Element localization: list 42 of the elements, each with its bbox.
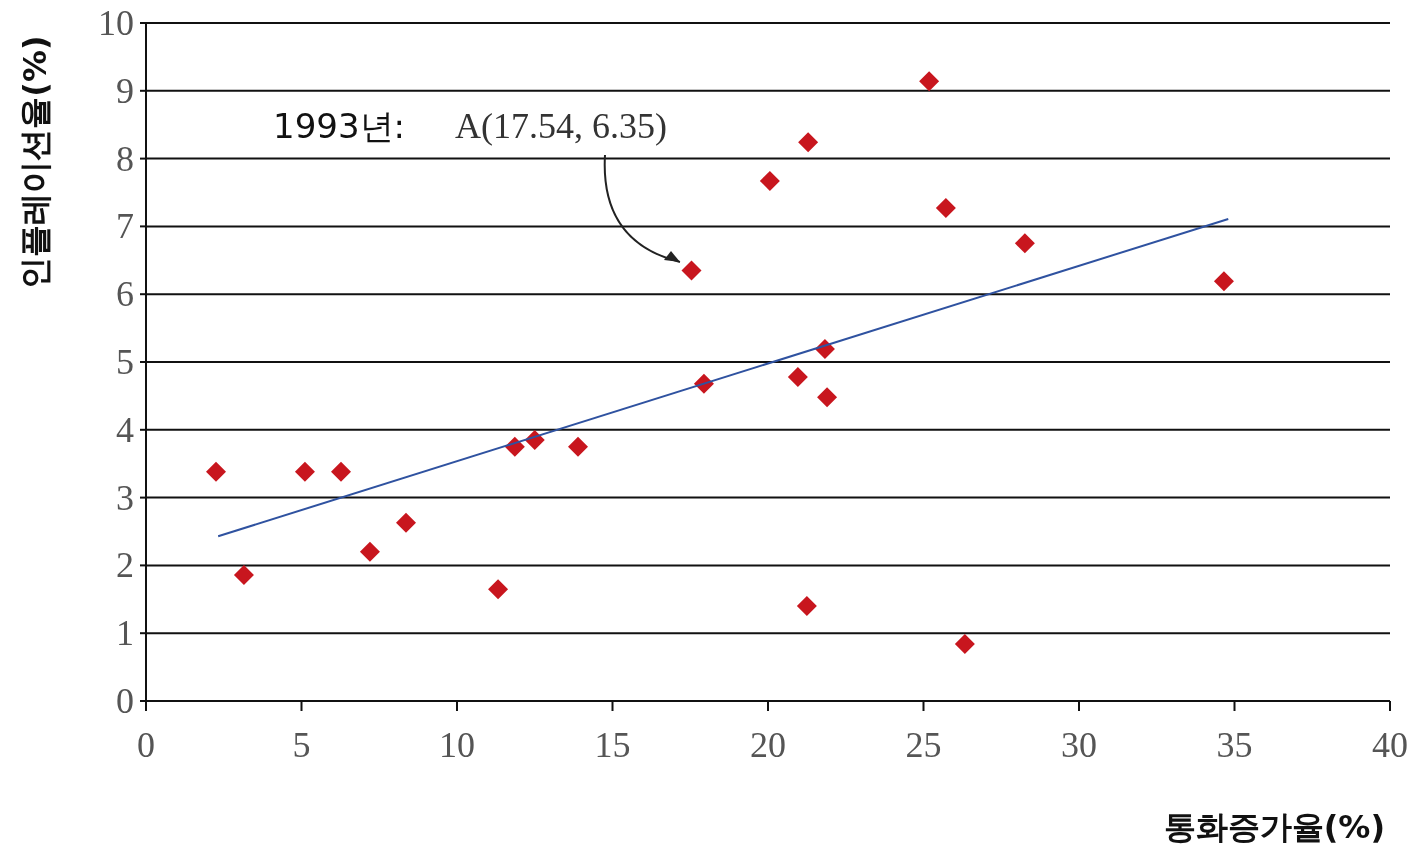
y-tick-label: 3 <box>116 477 134 518</box>
point <box>935 198 956 219</box>
point <box>954 634 975 655</box>
point <box>396 512 416 533</box>
point <box>759 170 780 191</box>
point <box>798 132 819 153</box>
x-tick-label: 10 <box>439 725 475 765</box>
y-tick-label: 4 <box>116 409 134 450</box>
y-tick-label: 0 <box>116 681 134 721</box>
annotation: A(17.54, 6.35) <box>455 106 667 146</box>
y-tick-label: 6 <box>116 274 134 315</box>
x-tick-label: 25 <box>905 725 942 765</box>
point <box>359 541 380 562</box>
x-tick-label: 5 <box>292 725 311 765</box>
y-tick-label: 5 <box>116 342 134 382</box>
y-tick-label: 9 <box>116 70 134 111</box>
point <box>787 366 808 387</box>
y-axis-title: 인플레이션율(%) <box>16 35 54 289</box>
point <box>1014 233 1035 254</box>
y-tick-label: 8 <box>116 138 134 179</box>
x-tick-label: 15 <box>594 725 631 765</box>
x-tick-label: 20 <box>750 725 786 765</box>
point <box>567 436 588 457</box>
point <box>681 260 702 281</box>
x-tick-label: 30 <box>1061 725 1097 765</box>
point <box>331 461 351 482</box>
y-tick-label: 10 <box>98 3 134 43</box>
point <box>488 579 509 600</box>
x-tick-label: 35 <box>1216 725 1253 765</box>
point <box>233 564 254 585</box>
y-tick-label: 2 <box>116 545 134 586</box>
point <box>294 461 315 482</box>
x-tick-label: 40 <box>1372 725 1408 765</box>
point <box>796 596 817 617</box>
x-axis-title: 통화증가율(%) <box>1163 808 1385 846</box>
y-tick-label: 7 <box>116 206 134 247</box>
y-tick-label: 1 <box>116 613 134 654</box>
point <box>205 461 226 482</box>
annotation: 1993년: <box>273 106 405 146</box>
point <box>1213 271 1234 292</box>
point <box>919 71 940 92</box>
point <box>817 387 838 408</box>
